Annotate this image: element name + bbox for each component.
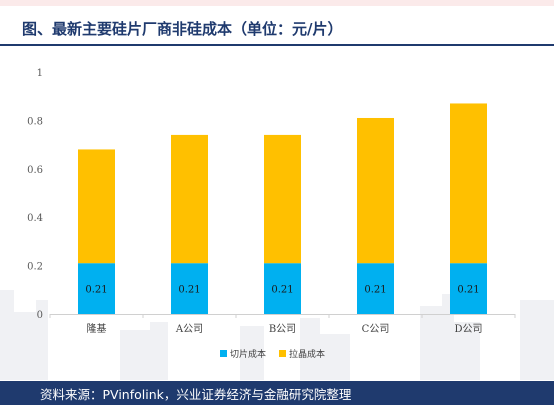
legend-label: 切片成本 <box>230 348 266 360</box>
y-tick-label: 0.4 <box>27 213 43 224</box>
bar-segment-crystal <box>357 117 394 264</box>
legend-swatch <box>220 350 227 357</box>
data-label: 0.21 <box>85 285 107 296</box>
bar-segment-crystal <box>264 134 301 264</box>
legend: 切片成本 拉晶成本 <box>220 348 325 360</box>
source-note: 资料来源：PVinfolink，兴业证券经济与金融研究院整理 <box>40 387 352 402</box>
data-label: 0.21 <box>364 285 386 296</box>
x-tick-label: D公司 <box>454 324 482 335</box>
x-tick-label: B公司 <box>269 324 296 335</box>
bars: 0.21 0.21 0.21 0.21 0.21 <box>78 103 487 314</box>
skyline-background <box>0 290 554 380</box>
header: 图、最新主要硅片厂商非硅成本（单位：元/片） <box>0 6 554 46</box>
y-tick-label: 1 <box>37 68 43 79</box>
x-axis-ticks: 隆基 A公司 B公司 C公司 D公司 <box>49 314 516 335</box>
bar-segment-crystal <box>171 134 208 264</box>
footer: 资料来源：PVinfolink，兴业证券经济与金融研究院整理 <box>0 381 554 405</box>
legend-label: 拉晶成本 <box>289 348 325 360</box>
data-label: 0.21 <box>457 285 479 296</box>
data-label: 0.21 <box>178 285 200 296</box>
y-axis-ticks: 0 0.2 0.4 0.6 0.8 1 <box>27 68 43 321</box>
y-tick-label: 0.8 <box>27 116 43 127</box>
page-title: 图、最新主要硅片厂商非硅成本（单位：元/片） <box>22 20 343 38</box>
y-tick-label: 0.6 <box>27 165 43 176</box>
bar-segment-slicing <box>78 263 115 314</box>
x-tick-label: C公司 <box>362 324 390 335</box>
stacked-bar-chart: 0 0.2 0.4 0.6 0.8 1 0.21 0.21 0.21 0.21 0.21 隆基 A公… <box>27 68 516 360</box>
x-tick-label: 隆基 <box>87 322 107 335</box>
legend-swatch <box>279 350 286 357</box>
bar-segment-slicing <box>357 263 394 314</box>
bar-segment-slicing <box>171 263 208 314</box>
y-tick-label: 0 <box>37 310 43 321</box>
data-label: 0.21 <box>271 285 293 296</box>
bar-segment-crystal <box>78 149 115 264</box>
x-tick-label: A公司 <box>175 324 203 335</box>
bar-segment-crystal <box>450 103 487 264</box>
y-tick-label: 0.2 <box>27 262 43 273</box>
bar-segment-slicing <box>264 263 301 314</box>
top-strip <box>0 0 554 6</box>
bar-segment-slicing <box>450 263 487 314</box>
